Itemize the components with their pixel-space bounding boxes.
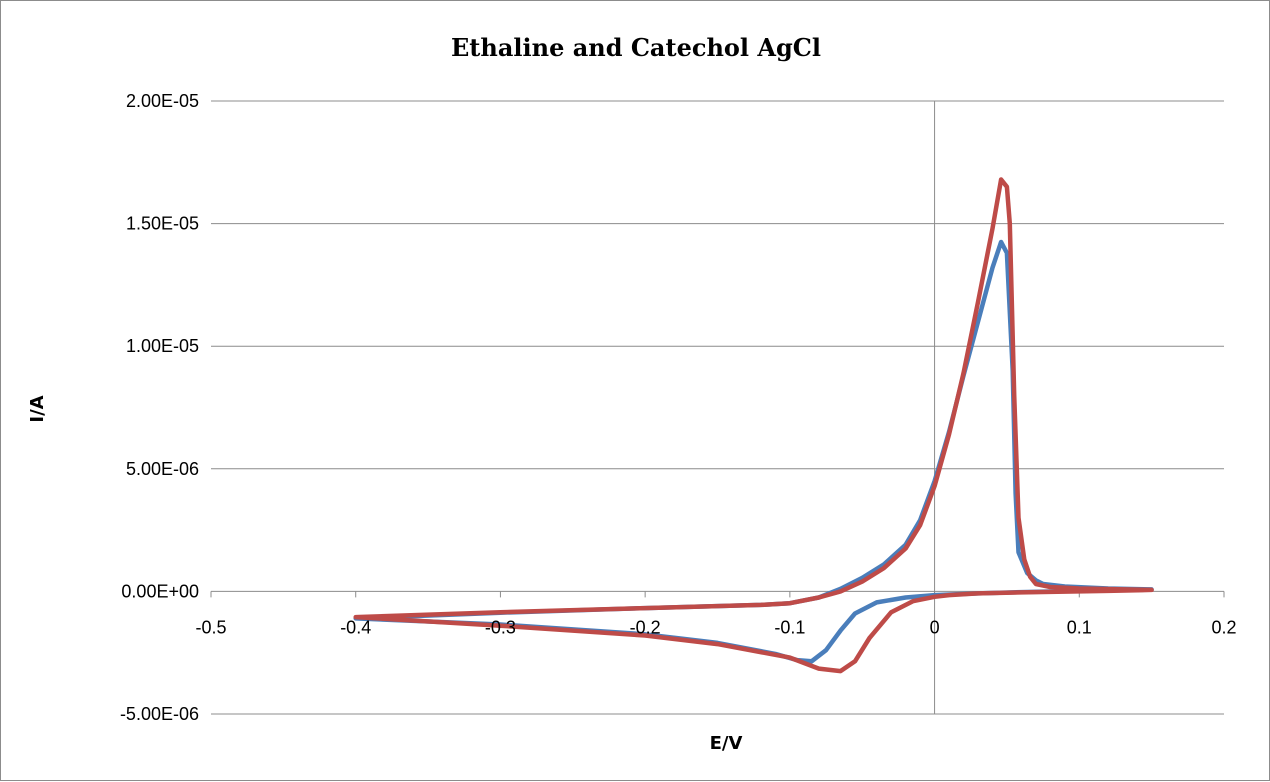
y-tick-label: 2.00E-05: [126, 91, 199, 111]
x-tick-label: 0.2: [1211, 617, 1236, 637]
x-tick-label: 0.1: [1067, 617, 1092, 637]
x-axis-label: E/V: [710, 733, 743, 754]
x-tick-label: 0: [930, 617, 940, 637]
y-tick-label: 1.00E-05: [126, 336, 199, 356]
y-tick-label: -5.00E-06: [120, 704, 199, 724]
x-tick-label: -0.3: [485, 617, 516, 637]
tick-layer: -5.00E-06 0.00E+00 5.00E-06 1.00E-05 1.50E-0…: [120, 91, 1237, 724]
chart-title: Ethaline and Catechol AgCl: [451, 33, 821, 62]
grid-layer: [211, 100, 1224, 715]
y-tick-label: 1.50E-05: [126, 214, 199, 234]
y-tick-label: 0.00E+00: [121, 581, 199, 601]
x-tick-label: -0.5: [195, 617, 226, 637]
series-layer: [353, 177, 1154, 674]
y-tick-label: 5.00E-06: [126, 459, 199, 479]
x-tick-label: -0.4: [340, 617, 371, 637]
x-tick-label: -0.1: [774, 617, 805, 637]
x-tick-label: -0.2: [630, 617, 661, 637]
series-line-1: [353, 239, 1154, 664]
y-axis-label: I/A: [27, 395, 48, 422]
series-line-2: [353, 177, 1154, 674]
